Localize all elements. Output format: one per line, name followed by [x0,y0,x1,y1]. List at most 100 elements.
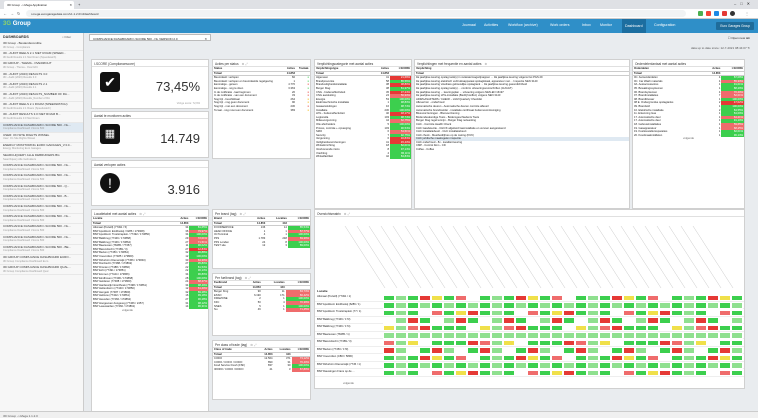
matrix-cell[interactable] [671,369,683,376]
table-row[interactable]: CHC check - Meetbedrijfnes op de meting … [415,134,629,138]
matrix-cell[interactable] [695,309,707,316]
matrix-cell[interactable] [419,332,431,339]
matrix-cell[interactable] [623,347,635,354]
table-row[interactable]: Eenmalige - gereen 4.770 ● [213,83,310,87]
matrix-cell[interactable] [719,347,731,354]
matrix-cell[interactable] [383,347,395,354]
menu-activities[interactable]: Activities [484,23,499,27]
matrix-cell[interactable] [647,302,659,309]
table-row[interactable]: 10. Elektrische installatie 2 84,55% [633,108,744,113]
matrix-cell[interactable] [455,324,467,331]
matrix-cell[interactable] [551,354,563,361]
matrix-cell[interactable] [479,339,491,346]
matrix-cell[interactable] [575,369,587,376]
matrix-cell[interactable] [479,294,491,301]
matrix-row[interactable]: BSP Dauwingen Frans op de ... [315,369,744,377]
matrix-cell[interactable] [467,362,479,369]
table-row[interactable]: 19. Gasapparatuur 1 68,25% [633,126,744,131]
matrix-cell[interactable] [611,309,623,316]
table-row[interactable]: TEST site 12 3 89,00% [213,244,310,248]
matrix-cell[interactable] [695,324,707,331]
matrix-cell[interactable] [383,302,395,309]
matrix-cell[interactable] [635,309,647,316]
matrix-cell[interactable] [563,362,575,369]
matrix-cell[interactable] [479,354,491,361]
matrix-cell[interactable] [635,302,647,309]
matrix-cell[interactable] [443,317,455,324]
matrix-cell[interactable] [671,309,683,316]
sidebar-item[interactable]: ENERGY MONITORING EURO GARAGES_V.3.0... E… [0,143,83,154]
table-row[interactable]: BSP Barendrecht (77489 / 3) 27 42,84% [92,247,208,252]
table-row[interactable]: 17. Automatische deur 1 64,21% [633,115,744,120]
menu-inbox[interactable]: Inbox [582,23,591,27]
table-row[interactable]: BSP Coevorden (77485 / 173860) 12 100,00% [92,254,208,259]
matrix-cell[interactable] [731,354,743,361]
sidebar-item[interactable]: 3D Group - Bestandsconditie 3D Group - Co… [0,41,83,52]
matrix-cell[interactable] [455,347,467,354]
table-row[interactable]: CHC - Controle Health Check [415,123,629,127]
matrix-cell[interactable] [503,309,515,316]
table-row[interactable]: BSP Balkbrug (77446 / 173864) 27 71,51% [92,240,208,245]
matrix-cell[interactable] [491,324,503,331]
matrix-cell[interactable] [443,294,455,301]
matrix-cell[interactable] [383,354,395,361]
matrix-cell[interactable] [431,347,443,354]
table-row[interactable]: Winkelinrichting 18 82,01% [315,144,411,149]
matrix-cell[interactable] [707,332,719,339]
matrix-cell[interactable] [527,317,539,324]
sidebar-item[interactable]: 3D GROUP COMPLIANCE DASHBOARD QUAL... 3D … [0,265,83,276]
matrix-cell[interactable] [431,309,443,316]
matrix-cell[interactable] [575,339,587,346]
table-row[interactable]: Blusvoorzieningen - Blusvoorziening [415,112,629,116]
matrix-cell[interactable] [707,294,719,301]
matrix-cell[interactable] [395,302,407,309]
table-row[interactable]: CODO 12.564 371 73,12% [213,356,310,361]
matrix-cell[interactable] [551,302,563,309]
matrix-cell[interactable] [431,354,443,361]
matrix-cell[interactable] [563,317,575,324]
sidebar-item[interactable]: 3D - AUDIT REELS 2.1 NIET ROAM (SPEED...… [0,51,83,62]
matrix-cell[interactable] [611,339,623,346]
matrix-cell[interactable] [467,324,479,331]
extension-icon[interactable] [698,11,703,16]
menu-dashboard[interactable]: Dashboard [622,19,646,33]
matrix-cell[interactable] [611,332,623,339]
table-row[interactable]: Algemeen 41 21,69% [315,75,411,80]
matrix-cell[interactable] [599,317,611,324]
matrix-cell[interactable] [731,369,743,376]
table-row[interactable]: Veiligheidsvoorzieningen 41 45,43% [315,140,411,145]
table-row[interactable]: Nog bijt - nog geen document 90 ● [213,101,310,105]
matrix-cell[interactable] [623,302,635,309]
matrix-cell[interactable] [551,309,563,316]
table-row[interactable]: FOODSERVICE 136 14 85,54% [213,225,310,230]
matrix-cell[interactable] [419,347,431,354]
user-menu-button[interactable]: Euro Garages Group [716,22,754,30]
matrix-cell[interactable] [407,347,419,354]
table-row[interactable]: CHC onderhoud - 8x - kwaliteit keuring [415,141,629,145]
matrix-cell[interactable] [551,362,563,369]
table-row[interactable]: Alkmaar (Purwill) (77491 / 5) 34 81,65% [92,225,208,230]
matrix-cell[interactable] [443,332,455,339]
matrix-cell[interactable] [407,309,419,316]
menu-work-orders[interactable]: Work orders [550,23,570,27]
matrix-cell[interactable] [731,294,743,301]
matrix-cell[interactable] [503,369,515,376]
table-row[interactable]: Vergunning 6 46,84% [315,137,411,141]
matrix-cell[interactable] [383,324,395,331]
matrix-cell[interactable] [455,354,467,361]
matrix-cell[interactable] [539,302,551,309]
matrix-cell[interactable] [527,354,539,361]
matrix-cell[interactable] [467,309,479,316]
table-row[interactable]: BSP Bedum (77450 / 173864) 32 96,88% [92,251,208,255]
matrix-cell[interactable] [695,369,707,376]
matrix-cell[interactable] [479,369,491,376]
matrix-cell[interactable] [479,317,491,324]
close-tab-icon[interactable]: ✕ [69,3,72,7]
matrix-cell[interactable] [719,362,731,369]
matrix-cell[interactable] [539,309,551,316]
matrix-cell[interactable] [695,294,707,301]
table-row[interactable]: HEAD OFFICE 1 1 57,77% [213,229,310,234]
table-row[interactable]: Winkelfaciliteit 42 84,84% [315,155,411,159]
url-input[interactable]: i-mega.eurogaragedata.com/v1.1.2.0/nl/da… [26,10,686,17]
matrix-cell[interactable] [419,354,431,361]
